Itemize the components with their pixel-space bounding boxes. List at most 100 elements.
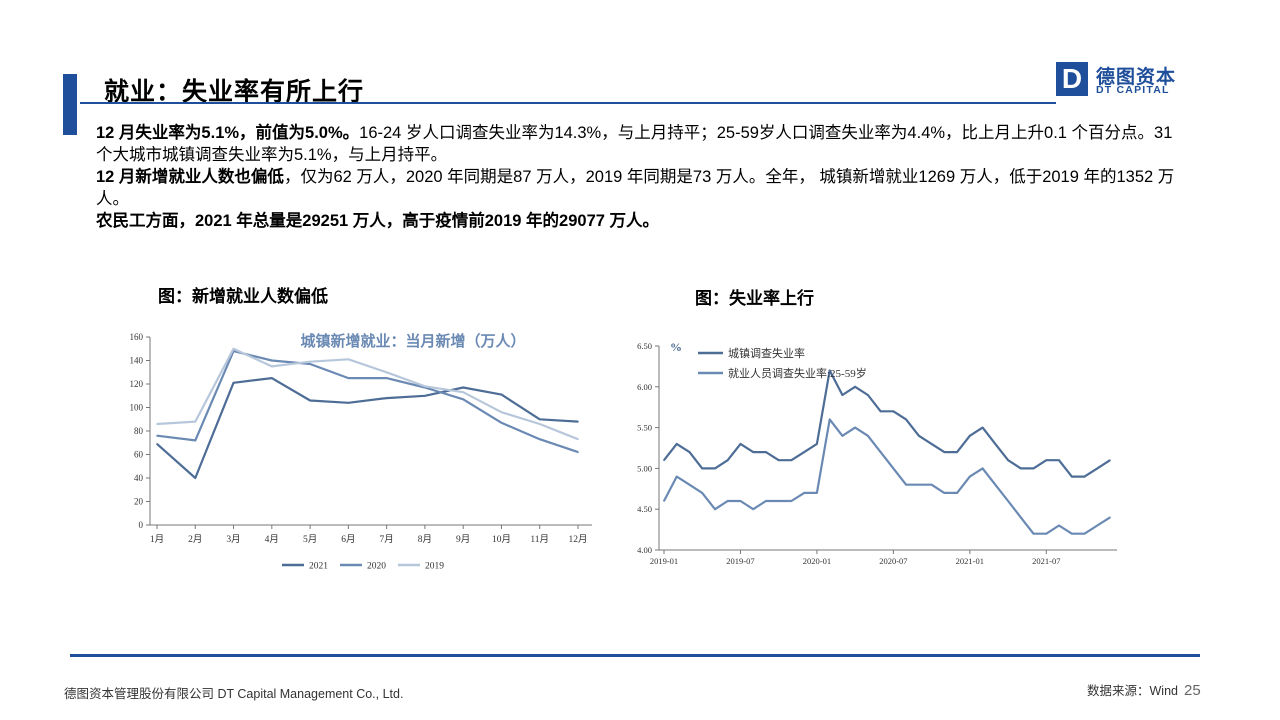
data-point-0 <box>777 459 780 462</box>
data-point-0 <box>994 443 997 445</box>
y-tick-label: 160 <box>130 332 144 342</box>
data-point-1 <box>981 467 984 470</box>
data-point-2019 <box>347 358 350 361</box>
data-point-0 <box>726 459 729 462</box>
x-tick-label: 5月 <box>303 534 317 545</box>
paragraph-unemployment: 12 月失业率为5.1%，前值为5.0%。16-24 岁人口调查失业率为14.3… <box>96 122 1176 166</box>
legend-label: 2020 <box>367 562 386 572</box>
x-tick-label: 8月 <box>418 534 432 545</box>
x-tick-label: 1月 <box>150 534 164 545</box>
data-point-0 <box>1045 459 1048 462</box>
data-point-1 <box>841 434 844 437</box>
y-tick-label: 5.00 <box>637 463 652 473</box>
y-tick-label: 140 <box>130 356 144 366</box>
logo-mark: D <box>1056 62 1088 96</box>
data-point-2019 <box>500 411 503 413</box>
y-tick-label: 6.00 <box>637 382 652 392</box>
data-point-1 <box>828 418 831 421</box>
data-point-0 <box>1083 475 1086 478</box>
left-figure-caption: 图：新增就业人数偏低 <box>158 287 328 306</box>
data-point-2020 <box>309 363 311 365</box>
data-point-0 <box>867 394 869 396</box>
footer-source: 数据来源：Wind 25 <box>1087 680 1201 699</box>
data-point-1 <box>663 500 665 502</box>
data-point-1 <box>879 451 882 453</box>
data-point-1 <box>943 492 946 494</box>
data-point-2021 <box>500 393 503 396</box>
data-source: 数据来源：Wind <box>1087 684 1178 698</box>
data-point-0 <box>956 451 958 453</box>
data-point-2021 <box>194 477 197 479</box>
data-point-0 <box>1007 459 1009 462</box>
x-tick-label: 7月 <box>380 534 394 545</box>
data-point-0 <box>854 386 856 388</box>
x-tick-label: 2020-01 <box>803 556 831 566</box>
data-point-0 <box>688 451 691 453</box>
data-point-1 <box>714 508 716 510</box>
y-tick-label: 40 <box>134 473 144 483</box>
data-point-0 <box>790 459 793 462</box>
y-tick-label: 4.50 <box>637 504 652 514</box>
data-point-2020 <box>500 421 503 424</box>
data-point-2020 <box>156 434 158 437</box>
data-point-1 <box>675 475 678 478</box>
paragraph-migrant-workers: 农民工方面，2021 年总量是29251 万人，高于疫情前2019 年的2907… <box>96 212 660 230</box>
data-point-1 <box>1058 524 1060 527</box>
footer-divider <box>70 654 1200 657</box>
legend-label: 就业人员调查失业率:25-59岁 <box>728 366 867 380</box>
x-tick-label: 10月 <box>492 534 511 545</box>
data-point-2020 <box>347 377 350 379</box>
x-tick-label: 12月 <box>568 534 587 545</box>
x-tick-label: 2019-01 <box>650 556 678 566</box>
logo-chinese-name: 德图资本 <box>1096 67 1177 88</box>
series-line-2019 <box>156 347 579 441</box>
y-tick-label: 5.50 <box>637 423 652 433</box>
data-point-0 <box>714 467 716 470</box>
y-tick-label: 120 <box>130 379 144 389</box>
data-point-2021 <box>271 377 273 379</box>
data-point-1 <box>726 500 729 502</box>
data-point-2019 <box>462 391 464 394</box>
data-point-1 <box>777 500 780 502</box>
data-point-2021 <box>424 394 426 397</box>
data-point-2020 <box>385 377 388 379</box>
data-point-2020 <box>577 451 579 453</box>
x-tick-label: 2021-01 <box>956 556 984 566</box>
data-point-1 <box>765 500 767 502</box>
series-line-2020 <box>156 350 579 454</box>
data-point-0 <box>701 467 704 470</box>
data-point-0 <box>981 426 984 429</box>
data-point-0 <box>841 394 844 396</box>
data-point-2019 <box>232 347 235 350</box>
data-point-2019 <box>424 385 426 388</box>
new-jobs-line-chart: 0 20 40 60 80 100 120 140 160 1月 2月 3月 4月 5月 6月 7月 8月 9月 1… <box>130 332 592 572</box>
x-tick-label: 2月 <box>188 534 202 545</box>
data-point-0 <box>675 443 678 445</box>
data-point-1 <box>867 434 869 437</box>
data-point-2019 <box>538 423 541 425</box>
y-tick-label: 4.00 <box>637 545 652 555</box>
data-point-2021 <box>232 382 235 384</box>
data-point-2021 <box>538 418 541 421</box>
title-accent-bar <box>63 74 77 135</box>
data-point-0 <box>1020 467 1022 470</box>
data-point-0 <box>930 443 933 445</box>
legend-label: 2021 <box>309 562 328 572</box>
paragraph-new-jobs-lead: 12 月新增就业人数也偏低 <box>96 168 284 186</box>
data-point-0 <box>752 451 754 453</box>
paragraph-new-jobs: 12 月新增就业人数也偏低，仅为62 万人，2020 年同期是87 万人，201… <box>96 166 1176 210</box>
data-point-1 <box>1096 524 1099 527</box>
data-point-0 <box>1032 467 1035 470</box>
data-point-1 <box>688 483 691 486</box>
data-point-2020 <box>271 359 273 362</box>
data-point-1 <box>918 483 920 486</box>
data-point-1 <box>969 475 971 478</box>
data-point-0 <box>918 434 920 437</box>
x-tick-label: 3月 <box>226 534 240 545</box>
data-point-1 <box>1083 532 1086 535</box>
data-point-0 <box>879 410 882 413</box>
data-point-2021 <box>156 443 158 445</box>
y-tick-label: 60 <box>134 450 144 460</box>
data-point-0 <box>1058 459 1060 462</box>
y-tick-label: 20 <box>134 497 144 507</box>
